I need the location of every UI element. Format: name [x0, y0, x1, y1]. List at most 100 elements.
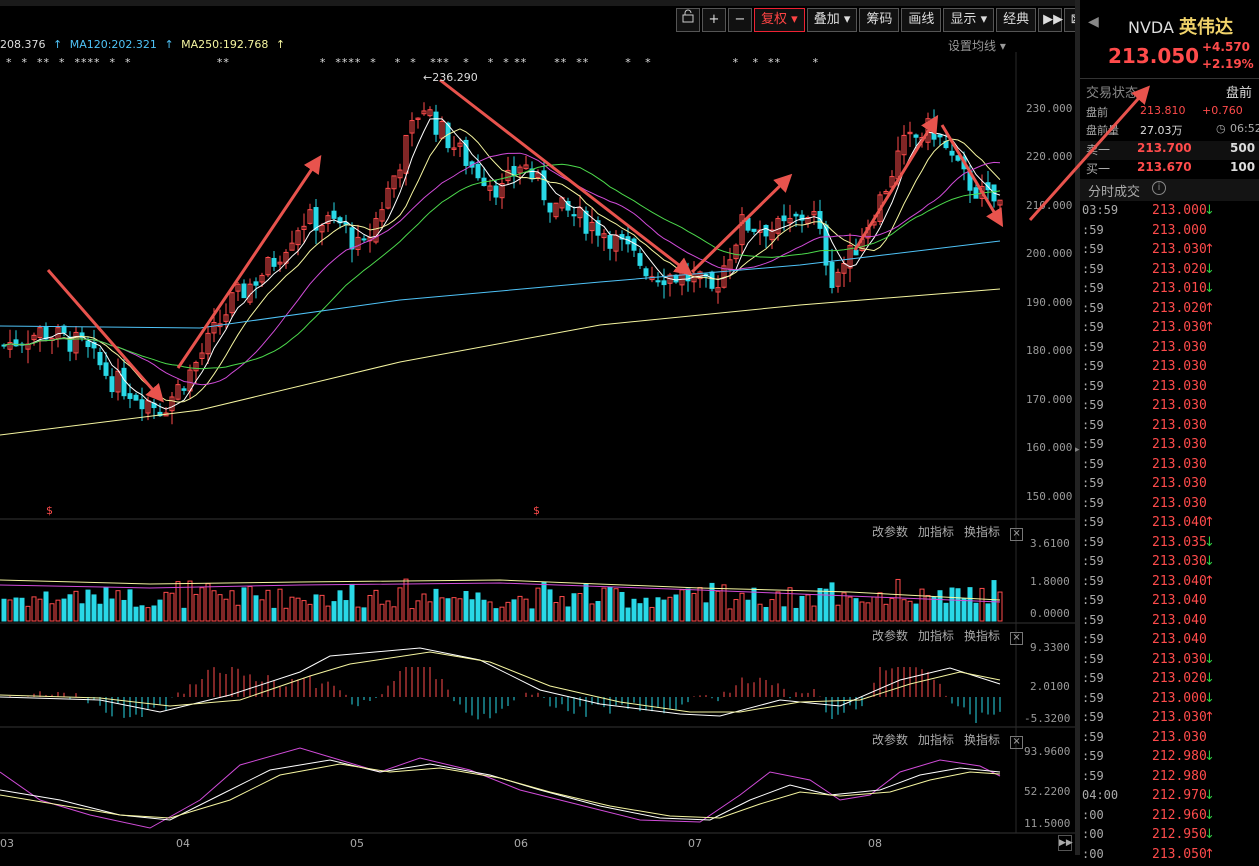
candle-body	[133, 394, 139, 401]
fuquan-button[interactable]: 复权 ▾	[754, 8, 805, 32]
tick-price: 213.030	[1152, 359, 1207, 374]
volume-ytick: 3.6100	[1030, 537, 1070, 550]
volume-bar	[469, 599, 475, 622]
volume-bar	[331, 601, 337, 622]
volume-bar	[217, 594, 223, 622]
candle-body	[265, 257, 271, 276]
volume-bar	[577, 593, 583, 622]
tick-row: :59 213.030	[1080, 730, 1259, 749]
tick-price: 213.000	[1152, 690, 1207, 706]
volume-bar	[799, 595, 805, 622]
candle-body	[85, 340, 91, 348]
volume-bar	[283, 607, 289, 622]
volume-bar	[67, 594, 73, 622]
tick-row: :59 213.040 ↑	[1080, 515, 1259, 534]
volume-bar	[823, 588, 829, 622]
kdj-j-line	[0, 747, 1001, 829]
scroll-right-icon[interactable]: ▶▶	[1058, 835, 1073, 851]
candle-body	[79, 332, 85, 338]
switch-indicator-link[interactable]: 换指标	[964, 629, 1001, 643]
volume-bar	[85, 589, 91, 622]
price-ytick: 230.000	[1026, 102, 1073, 115]
add-indicator-link[interactable]: 加指标	[918, 525, 955, 539]
volume-bar	[697, 587, 703, 622]
edit-params-link[interactable]: 改参数	[872, 733, 909, 747]
x-tick: 08	[868, 837, 882, 850]
candle-body	[715, 287, 721, 293]
tick-price: 213.030	[1152, 339, 1207, 355]
tick-row: 04:00 212.970 ↓	[1080, 788, 1259, 807]
candle-body	[505, 169, 511, 182]
edit-params-link[interactable]: 改参数	[872, 525, 909, 539]
candle-body	[307, 209, 313, 224]
volume-bar	[145, 607, 151, 622]
volume-bar	[613, 588, 619, 622]
add-indicator-link[interactable]: 加指标	[918, 629, 955, 643]
overlay-button[interactable]: 叠加 ▾	[806, 8, 858, 32]
stock-name: 英伟达	[1179, 17, 1233, 38]
tick-row: :59 213.030 ↓	[1080, 652, 1259, 671]
volume-bar	[163, 591, 169, 622]
classic-button[interactable]: 经典	[996, 8, 1037, 32]
ma-setting-button[interactable]: 设置均线 ▾	[948, 39, 1006, 53]
tick-row: :59 213.030	[1080, 359, 1259, 378]
candle-body	[391, 175, 397, 190]
status-label: 交易状态	[1086, 86, 1139, 101]
info-icon[interactable]: i	[1152, 181, 1166, 195]
edit-params-link[interactable]: 改参数	[872, 629, 909, 643]
volume-bar	[373, 589, 379, 622]
x-tick: 03	[0, 837, 14, 850]
tick-time: :00	[1082, 846, 1104, 861]
tick-row: :59 213.030 ↑	[1080, 320, 1259, 339]
collapse-handle-icon[interactable]: ▸	[1075, 445, 1080, 455]
down-arrow-icon: ↓	[1204, 651, 1215, 667]
ticks-title: 分时成交	[1088, 185, 1141, 200]
pre-vol: 27.03万	[1140, 124, 1183, 137]
zoom-in-button[interactable]: +	[702, 8, 726, 32]
switch-indicator-link[interactable]: 换指标	[964, 525, 1001, 539]
display-button[interactable]: 显示 ▾	[943, 8, 995, 32]
candle-body	[937, 134, 943, 138]
trend-arrow-overlay	[1028, 85, 1150, 221]
candle-body	[487, 185, 493, 191]
candle-body	[199, 352, 205, 359]
pre-label: 盘前	[1086, 106, 1108, 119]
tick-time: :59	[1082, 281, 1104, 295]
tick-row: :59 213.010 ↓	[1080, 281, 1259, 300]
expand-icon[interactable]: ▶▶	[1038, 8, 1063, 32]
tick-time: 03:59	[1082, 203, 1119, 217]
lock-icon[interactable]	[676, 8, 700, 32]
price-ytick: 210.000	[1026, 199, 1073, 212]
draw-line-button[interactable]: 画线	[901, 8, 942, 32]
volume-bar	[553, 602, 559, 622]
volume-bar	[13, 597, 19, 622]
prev-stock-icon[interactable]: ◀	[1088, 14, 1099, 30]
trend-arrow	[940, 124, 1004, 228]
candle-body	[241, 283, 247, 299]
chips-button[interactable]: 筹码	[859, 8, 900, 32]
ma250-value: MA250:192.768	[181, 38, 269, 51]
volume-bar	[337, 590, 343, 622]
tick-time: :59	[1082, 495, 1104, 510]
candle-body	[13, 339, 19, 347]
chart-canvas[interactable]	[0, 0, 1075, 855]
volume-bar	[709, 582, 715, 622]
trend-arrow	[690, 173, 793, 274]
tick-time: :59	[1082, 534, 1104, 549]
switch-indicator-link[interactable]: 换指标	[964, 733, 1001, 747]
add-indicator-link[interactable]: 加指标	[918, 733, 955, 747]
close-icon[interactable]: ×	[1010, 528, 1024, 541]
zoom-out-button[interactable]: −	[728, 8, 752, 32]
volume-bar	[895, 578, 901, 622]
tick-row: :59 213.030 ↓	[1080, 554, 1259, 573]
panel-splitter[interactable]: ▸	[1075, 0, 1080, 855]
candle-body	[499, 183, 505, 199]
candle-body	[91, 341, 97, 349]
close-icon[interactable]: ×	[1010, 736, 1024, 749]
tick-time: :59	[1082, 651, 1104, 666]
candle-body	[361, 238, 367, 241]
tick-row: :59 213.040 ↑	[1080, 574, 1259, 593]
candle-body	[97, 351, 103, 366]
trend-arrow	[46, 269, 164, 403]
close-icon[interactable]: ×	[1010, 632, 1024, 645]
